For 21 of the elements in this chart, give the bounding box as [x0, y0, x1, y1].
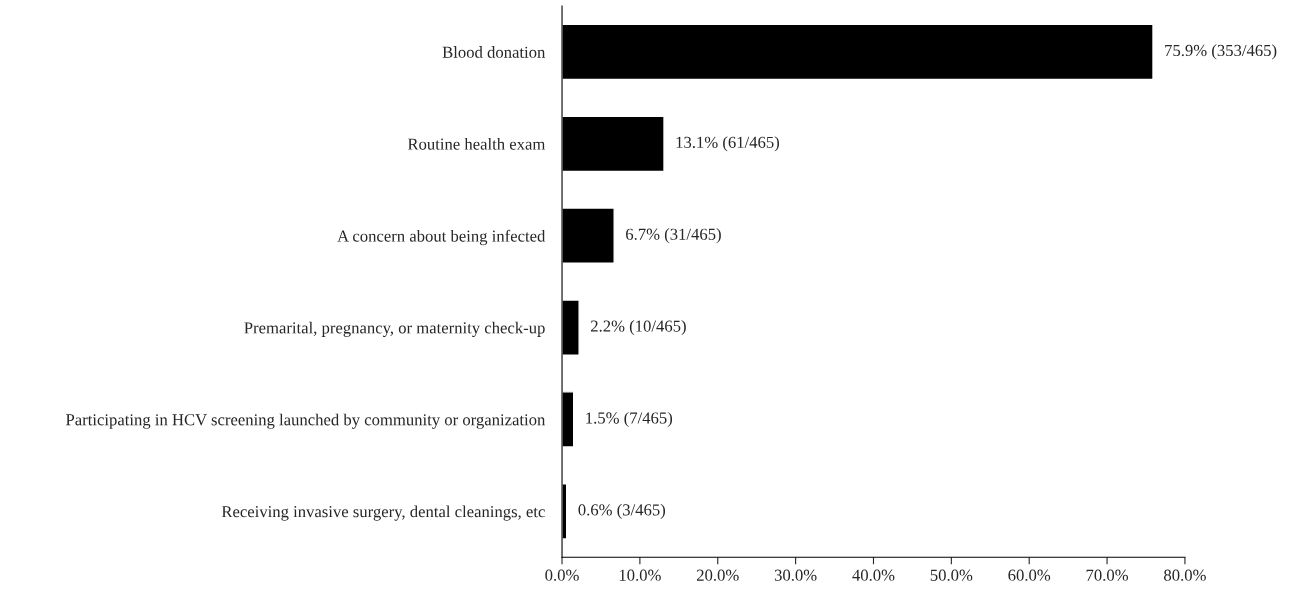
data-label: 13.1% (61/465)	[676, 136, 780, 152]
x-tick-label: 20.0%	[696, 569, 739, 581]
x-tick-label: 40.0%	[852, 569, 895, 581]
y-tick-label: Participating in HCV screening launched by community or organization	[65, 413, 546, 429]
data-label: 1.5% (7/465)	[586, 411, 673, 427]
data-label: 2.2% (10/465)	[591, 319, 686, 336]
x-tick-label: 80.0%	[1164, 569, 1206, 581]
data-label: 75.9% (353/465)	[1165, 44, 1277, 60]
x-tick-label: 0.0%	[545, 569, 579, 581]
x-tick-label: 60.0%	[1008, 569, 1051, 581]
y-tick-label: Blood donation	[442, 46, 546, 58]
y-tick-label: A concern about being infected	[337, 229, 546, 246]
y-tick-label: Premarital, pregnancy, or maternity check-up	[244, 321, 545, 337]
x-tick-label: 50.0%	[930, 569, 973, 581]
x-tick-label: 30.0%	[774, 569, 817, 581]
x-tick-label: 10.0%	[619, 569, 661, 581]
data-label: 0.6% (3/465)	[578, 503, 666, 519]
x-tick-label: 70.0%	[1086, 569, 1129, 581]
y-tick-label: Receiving invasive surgery, dental cleanings, etc	[221, 505, 545, 521]
data-label: 6.7% (31/465)	[626, 228, 721, 244]
y-tick-label: Routine health exam	[407, 138, 546, 150]
